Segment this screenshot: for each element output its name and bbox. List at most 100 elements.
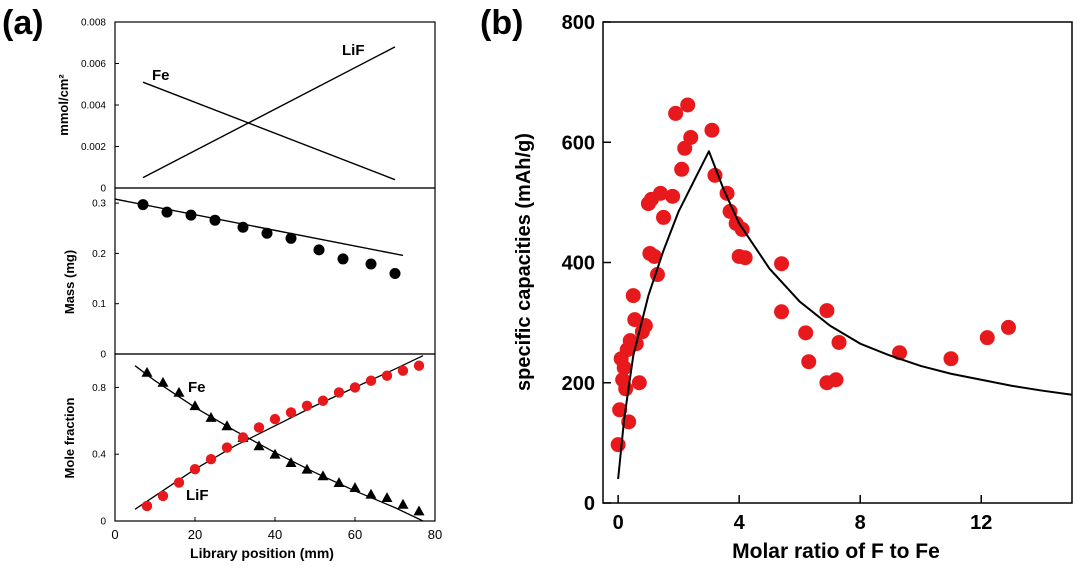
panel-label-a: (a) [2, 4, 44, 42]
a-mid-point [185, 209, 197, 221]
a-bot-point-lif [301, 400, 313, 411]
b-point [631, 375, 647, 391]
panel-b-plot [610, 97, 1073, 480]
a-bot-point-lif [381, 370, 393, 381]
a-bot-xtick-label-3: 60 [348, 527, 362, 542]
b-ytick-label-4: 800 [562, 12, 595, 34]
b-point [668, 105, 684, 121]
panel-a-bottom-xticks: 0 20 40 60 80 [111, 517, 442, 542]
a-bot-point-fe [269, 448, 281, 459]
a-mid-point [365, 258, 377, 270]
b-point [665, 188, 681, 204]
a-bot-point-fe [349, 482, 361, 492]
a-bot-point-lif [333, 387, 345, 398]
b-point [979, 330, 995, 346]
a-bot-point-fe [205, 411, 217, 422]
panel-b-yticks: 0 200 400 600 800 [562, 12, 611, 515]
panel-a-bottom-ylabel: Mole fraction [62, 397, 77, 478]
a-bot-point-fe [317, 470, 329, 481]
b-point [674, 161, 690, 177]
a-bot-ytick-label-1: 0.4 [92, 450, 106, 461]
b-xtick-label-1: 4 [734, 512, 746, 534]
a-bot-point-fe [381, 492, 393, 503]
a-bot-point-lif [317, 395, 329, 406]
a-mid-point [313, 244, 325, 256]
b-point [680, 97, 696, 113]
b-ytick-label-1: 200 [562, 373, 595, 395]
panel-a-bottom-xlabel: Library position (mm) [190, 545, 334, 561]
a-bot-point-fe [365, 488, 377, 499]
a-bot-point-fe [221, 420, 233, 431]
b-xtick-label-0: 0 [613, 512, 624, 534]
panel-a-top-ylabel: mmol/cm² [56, 74, 71, 136]
panel-b-xlabel: Molar ratio of F to Fe [732, 540, 940, 563]
panel-b: 0 200 400 600 800 0 4 8 12 specific capacities … [513, 12, 1073, 563]
a-bot-point-lif [253, 422, 265, 433]
a-bot-xtick-label-4: 80 [428, 527, 442, 542]
b-point [828, 372, 844, 388]
panel-b-frame [602, 21, 1073, 504]
a-bot-point-lif [141, 500, 153, 512]
a-bot-point-lif [189, 464, 201, 475]
a-mid-point [261, 227, 273, 239]
a-top-ytick-label-2: 0.004 [81, 101, 106, 112]
a-bot-point-fe [157, 376, 169, 387]
a-mid-point [137, 199, 149, 211]
a-bot-point-lif [173, 477, 185, 488]
a-bot-xtick-label-0: 0 [111, 527, 118, 542]
a-bot-point-lif [397, 365, 409, 376]
a-bot-point-fe [413, 505, 425, 516]
b-point [646, 248, 662, 264]
a-bot-point-lif [413, 360, 425, 371]
b-point [704, 122, 720, 138]
a-mid-ytick-label-3: 0.3 [92, 199, 106, 210]
panel-a-middle: 0 0.1 0.2 0.3 Mass (mg) [62, 187, 436, 361]
panel-a-bottom: 0 0.4 0.8 0 20 40 60 80 Mole fraction Library … [62, 353, 442, 561]
b-ytick-label-3: 600 [562, 132, 595, 154]
panel-a-middle-plot [114, 198, 404, 280]
a-bot-point-fe [173, 386, 185, 397]
a-top-line-lif [142, 46, 396, 179]
a-bot-point-lif [349, 382, 361, 393]
b-point [683, 129, 699, 145]
panel-a-bottom-plot [134, 355, 425, 522]
b-point [652, 185, 668, 201]
a-bot-point-fe [189, 400, 201, 411]
a-mid-fit-line [114, 198, 404, 257]
panel-a-bottom-yticks: 0 0.4 0.8 [92, 383, 119, 528]
b-point [610, 437, 626, 453]
panel-label-b: (b) [480, 4, 523, 42]
b-point [774, 256, 790, 272]
a-mid-point [337, 253, 349, 265]
b-fit-line [617, 150, 1073, 480]
a-bot-point-lif [221, 442, 233, 453]
panel-a-top-yticks: 0 0.002 0.004 0.006 0.008 [81, 18, 119, 195]
panel-a-top-frame [114, 21, 436, 189]
a-top-ytick-label-1: 0.002 [81, 142, 106, 153]
a-bot-point-lif [365, 375, 377, 386]
b-ytick-label-2: 400 [562, 253, 595, 275]
panel-b-xticks: 0 4 8 12 [613, 495, 992, 534]
a-bot-ytick-label-2: 0.8 [92, 383, 106, 394]
b-xtick-label-2: 8 [855, 512, 866, 534]
b-point [722, 203, 738, 219]
panel-a-top-label-lif: LiF [342, 42, 365, 59]
a-mid-point [389, 268, 401, 280]
a-top-ytick-label-0: 0 [100, 184, 106, 195]
b-ytick-label-0: 0 [584, 493, 595, 515]
a-bot-point-fe [301, 463, 313, 474]
a-bot-point-lif [285, 407, 297, 418]
panel-a-middle-ylabel: Mass (mg) [62, 250, 77, 314]
a-top-line-fe [142, 81, 396, 181]
a-mid-point [209, 214, 221, 226]
panel-a-bottom-label-lif: LiF [186, 487, 209, 504]
panel-a-top: 0 0.002 0.004 0.006 0.008 mmol/cm² Fe LiF [56, 18, 436, 195]
b-point [892, 345, 908, 361]
b-point [656, 209, 672, 225]
a-bot-point-lif [269, 413, 281, 425]
b-point [737, 250, 753, 266]
b-xtick-label-3: 12 [970, 512, 992, 534]
a-bot-fit-lif [134, 355, 424, 510]
panel-b-ylabel: specific capacities (mAh/g) [513, 133, 535, 391]
